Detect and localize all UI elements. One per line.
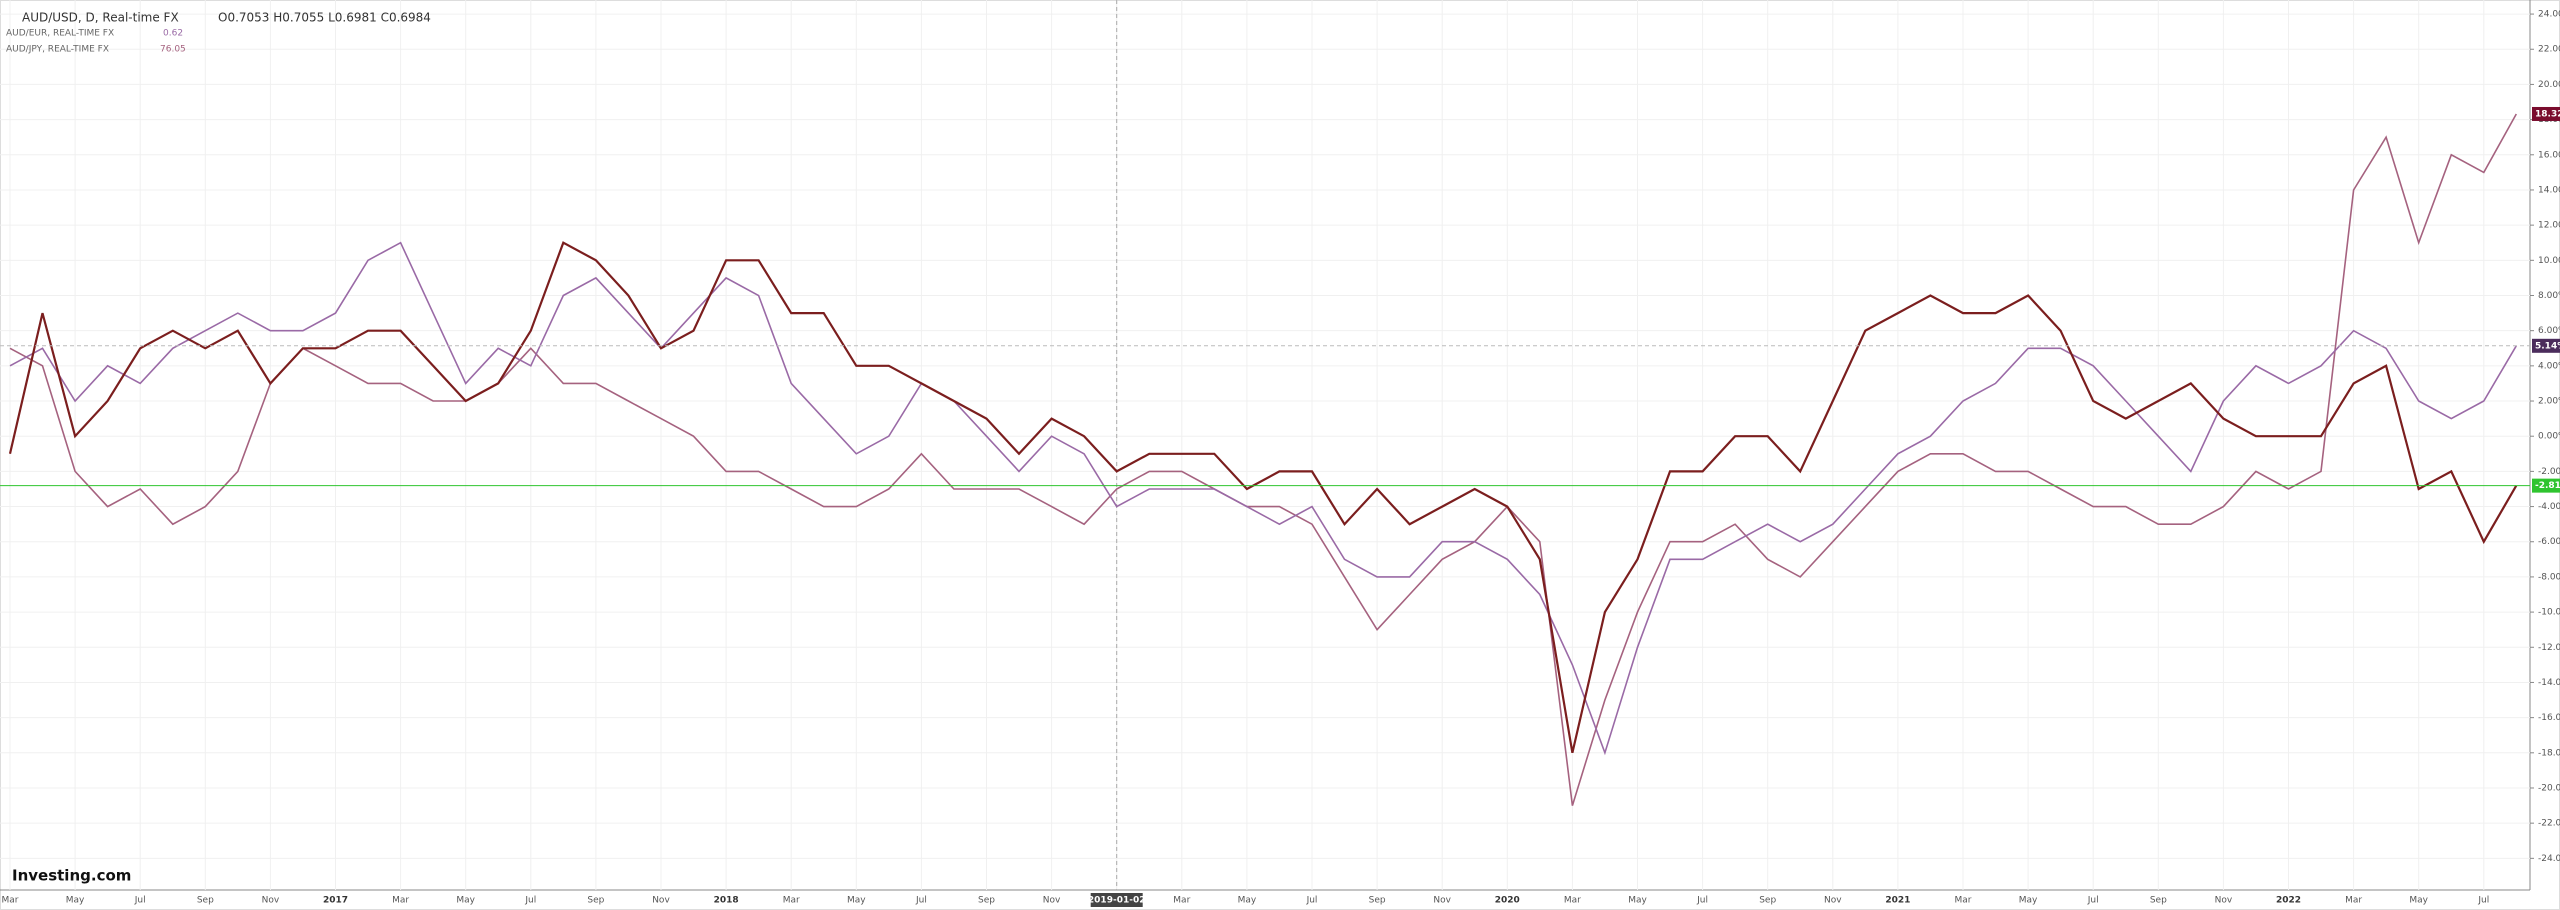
price-label-bg <box>2532 338 2560 353</box>
legend-name: AUD/JPY, REAL-TIME FX <box>6 45 109 55</box>
legend-name: AUD/EUR, REAL-TIME FX <box>6 29 114 39</box>
price-label: -2.81% <box>2535 481 2560 491</box>
x-tick-label: Sep <box>197 896 214 906</box>
y-tick-label: -6.00% <box>2538 537 2560 547</box>
y-tick-label: 10.00% <box>2538 256 2560 266</box>
x-tick-label: 2020 <box>1495 896 1520 906</box>
x-tick-label: May <box>2409 896 2428 906</box>
price-label-bg <box>2532 106 2560 121</box>
x-tick-label: Mar <box>783 896 800 906</box>
y-tick-label: 8.00% <box>2538 291 2560 301</box>
x-tick-label: Nov <box>1043 896 1061 906</box>
y-tick-label: 6.00% <box>2538 326 2560 336</box>
x-tick-label: Mar <box>2345 896 2362 906</box>
x-tick-label: 2018 <box>714 896 739 906</box>
x-tick-label: Jul <box>134 896 146 906</box>
x-tick-label: Sep <box>2150 896 2167 906</box>
ohlc: O0.7053 H0.7055 L0.6981 C0.6984 <box>218 11 431 25</box>
x-tick-label: Mar <box>1173 896 1190 906</box>
x-tick-label: Sep <box>1369 896 1386 906</box>
series-line <box>9 241 2517 756</box>
labels: 24.00%22.00%20.00%18.00%16.00%14.00%12.0… <box>2 10 2560 907</box>
legend-last: 76.05 <box>160 45 186 55</box>
symbol-title: AUD/USD, D, Real-time FX <box>22 11 179 25</box>
y-tick-label: -10.00% <box>2538 608 2560 618</box>
x-tick-label: Mar <box>1564 896 1581 906</box>
series-line <box>9 113 2517 806</box>
x-tick-label: 2021 <box>1885 896 1910 906</box>
grid <box>0 0 2530 890</box>
x-tick-label: Sep <box>587 896 604 906</box>
y-tick-label: 20.00% <box>2538 80 2560 90</box>
y-tick-label: -18.00% <box>2538 748 2560 758</box>
x-tick-label: May <box>1628 896 1647 906</box>
price-label-bg <box>2532 478 2560 493</box>
y-tick-label: 22.00% <box>2538 45 2560 55</box>
x-tick-label: Jul <box>524 896 536 906</box>
x-tick-label: Nov <box>1433 896 1451 906</box>
x-tick-label: Mar <box>2 896 19 906</box>
y-tick-label: -12.00% <box>2538 643 2560 653</box>
x-tick-label: 2022 <box>2276 896 2301 906</box>
logo: Investing.com <box>12 867 131 885</box>
y-tick-label: 24.00% <box>2538 10 2560 20</box>
x-tick-label: Sep <box>978 896 995 906</box>
x-tick-label: Jul <box>2477 896 2489 906</box>
x-tick-label: Nov <box>262 896 280 906</box>
y-tick-label: -22.00% <box>2538 819 2560 829</box>
x-tick-label: 2019-01-02 <box>1088 896 1146 906</box>
x-tick-label: May <box>2019 896 2038 906</box>
x-tick-label: Sep <box>1759 896 1776 906</box>
x-tick-label: Nov <box>652 896 670 906</box>
crosshair-label-bg <box>1090 893 1143 907</box>
x-tick-label: Jul <box>2087 896 2099 906</box>
x-tick-label: Nov <box>1824 896 1842 906</box>
plot <box>0 113 2530 806</box>
y-tick-label: -14.00% <box>2538 678 2560 688</box>
x-tick-label: Mar <box>1955 896 1972 906</box>
x-tick-label: Jul <box>1696 896 1708 906</box>
y-tick-label: -24.00% <box>2538 854 2560 864</box>
x-tick-label: May <box>456 896 475 906</box>
x-tick-label: May <box>1238 896 1257 906</box>
y-tick-label: -2.00% <box>2538 467 2560 477</box>
y-tick-label: -20.00% <box>2538 783 2560 793</box>
x-tick-label: Jul <box>1306 896 1318 906</box>
x-tick-label: Mar <box>392 896 409 906</box>
series-line <box>8 241 2518 754</box>
x-tick-label: 2017 <box>323 896 348 906</box>
y-tick-label: 12.00% <box>2538 221 2560 231</box>
y-tick-label: 4.00% <box>2538 361 2560 371</box>
y-tick-label: 14.00% <box>2538 185 2560 195</box>
x-tick-label: Jul <box>915 896 927 906</box>
legend-last: 0.62 <box>163 29 183 39</box>
y-tick-label: 0.00% <box>2538 432 2560 442</box>
y-tick-label: -4.00% <box>2538 502 2560 512</box>
y-tick-label: -16.00% <box>2538 713 2560 723</box>
price-label: 18.32% <box>2535 109 2560 119</box>
y-tick-label: 16.00% <box>2538 150 2560 160</box>
y-tick-label: 2.00% <box>2538 397 2560 407</box>
x-tick-label: Nov <box>2215 896 2233 906</box>
price-label: 5.14% <box>2535 341 2560 351</box>
x-tick-label: May <box>66 896 85 906</box>
x-tick-label: May <box>847 896 866 906</box>
y-tick-label: -8.00% <box>2538 572 2560 582</box>
